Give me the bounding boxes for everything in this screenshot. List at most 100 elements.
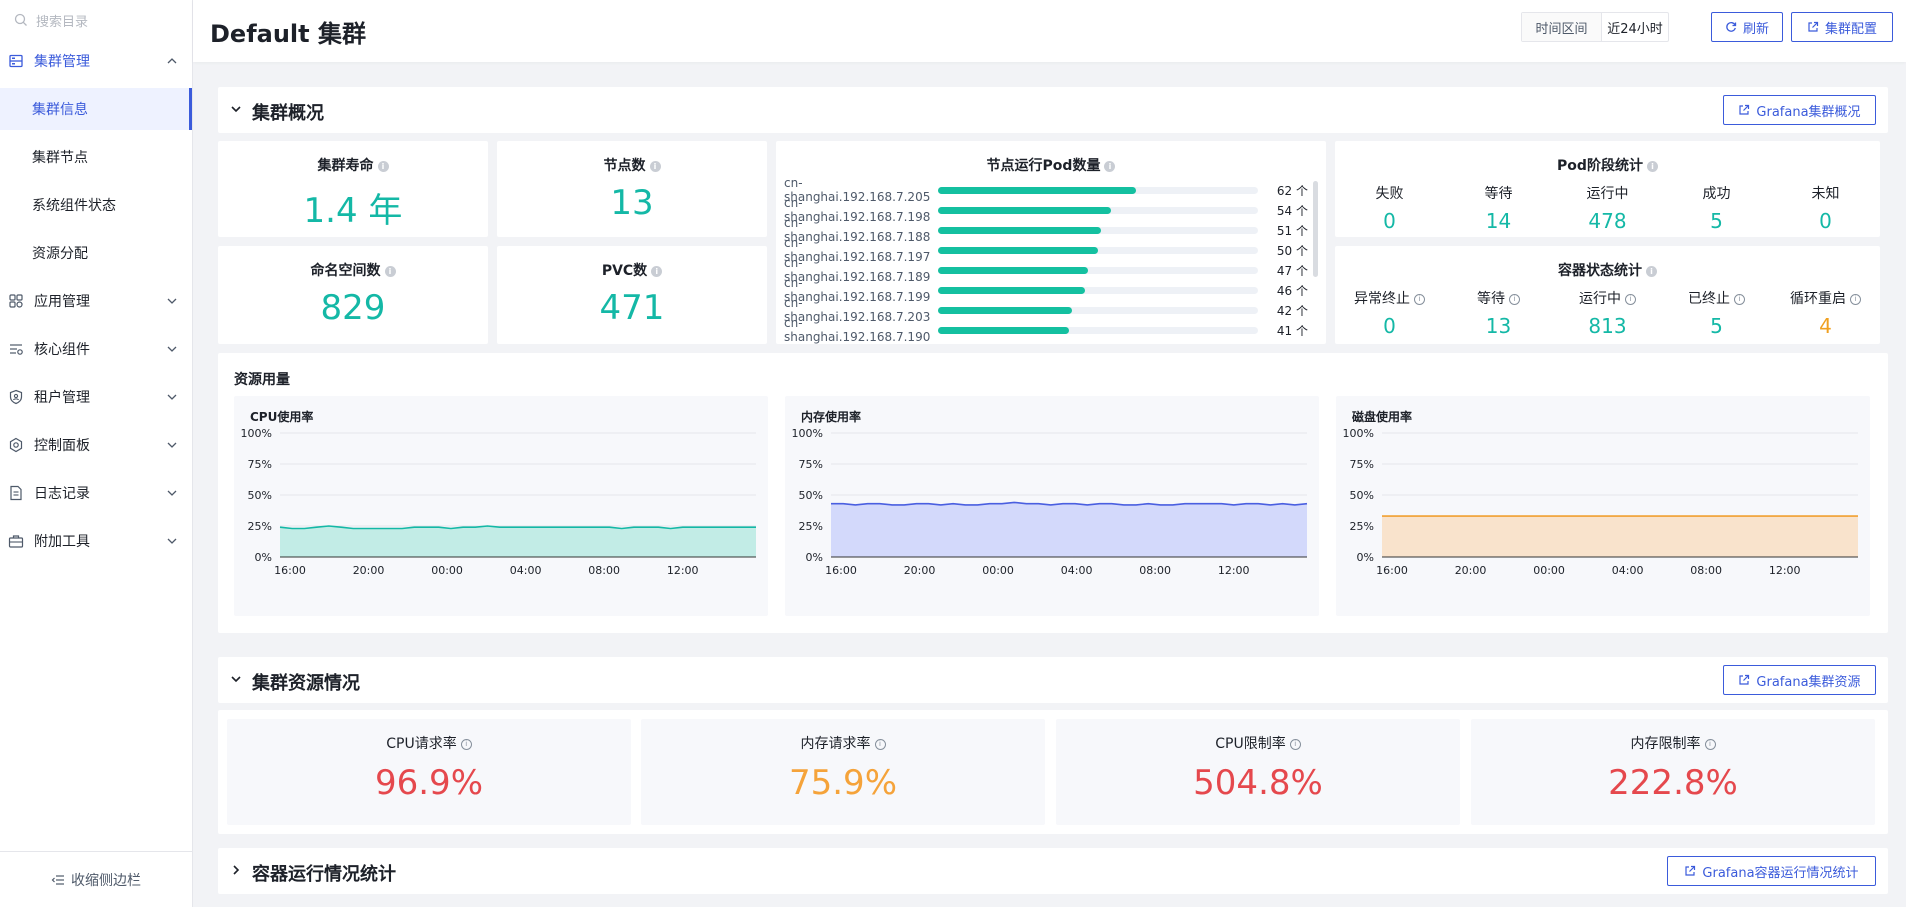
kpi-label: 命名空间数 [310, 263, 381, 279]
kpi-value: 471 [599, 288, 665, 328]
nav-group-control-panel[interactable]: 控制面板 [0, 424, 192, 466]
section-title: 集群资源情况 [252, 673, 360, 694]
time-range-value[interactable]: 近24小时 [1607, 21, 1663, 37]
rate-value: 504.8% [1193, 763, 1323, 803]
server-icon [8, 53, 24, 69]
stat-label: 未知 [1811, 186, 1840, 202]
container-state-stats: 异常终止 i 0 等待 i 13 运行中 i 813 已终止 i 5 循环重启 i 4 [1335, 288, 1880, 338]
pod-count-bar [938, 186, 1258, 194]
stat-value: 5 [1710, 209, 1723, 233]
info-icon[interactable]: i [874, 738, 886, 750]
stat-label: 循环重启 [1790, 291, 1846, 307]
sidebar-item-system-components[interactable]: 系统组件状态 [32, 198, 116, 214]
area-fill [831, 502, 1307, 557]
info-icon[interactable]: i [1704, 738, 1716, 750]
nav-group-tools[interactable]: 附加工具 [0, 520, 192, 562]
rate-label: 内存请求率 [800, 736, 871, 752]
section-title: 容器运行情况统计 [252, 864, 396, 885]
sidebar-item-resource-allocation[interactable]: 资源分配 [32, 246, 88, 262]
overview-section-header[interactable]: 集群概况 Grafana集群概况 [218, 87, 1888, 133]
info-icon[interactable]: i [1646, 160, 1658, 172]
chevron-right-icon [233, 865, 240, 875]
pod-count: 54 个 [1276, 203, 1308, 218]
info-icon[interactable]: i [1509, 293, 1520, 305]
nav-group-apps[interactable]: 应用管理 [0, 280, 192, 322]
y-tick-label: 75% [248, 458, 272, 471]
x-tick-label: 16:00 [274, 564, 306, 577]
pod-count-bar [938, 206, 1258, 214]
search-placeholder: 搜索目录 [36, 14, 89, 30]
pod-count-row: cn-shanghai.192.168.7.198 54 个 [784, 196, 1308, 224]
stat-crashloop: 循环重启 i 4 [1771, 288, 1880, 338]
info-icon[interactable]: i [1414, 293, 1425, 305]
pod-count-row: cn-shanghai.192.168.7.188 51 个 [784, 216, 1308, 244]
nav-group-tenants[interactable]: 租户管理 [0, 376, 192, 418]
nav-group-core[interactable]: 核心组件 [0, 328, 192, 370]
info-icon[interactable]: i [1289, 738, 1301, 750]
x-tick-label: 04:00 [1612, 564, 1644, 577]
y-tick-label: 0% [1357, 551, 1374, 564]
stat-terminated: 已终止 i 5 [1662, 288, 1771, 338]
info-icon[interactable]: i [1104, 160, 1116, 172]
pod-count: 46 个 [1276, 283, 1308, 298]
info-icon[interactable]: i [1646, 265, 1657, 277]
pod-count-bar [938, 266, 1258, 274]
y-tick-label: 50% [799, 489, 823, 502]
stat-succeeded: 成功 5 [1662, 183, 1771, 233]
collapse-sidebar-button[interactable]: 收缩侧边栏 [0, 851, 192, 907]
resources-section-header[interactable]: 集群资源情况 Grafana集群资源 [218, 657, 1888, 703]
chevron-down-icon [167, 538, 177, 544]
y-tick-label: 25% [799, 520, 823, 533]
info-icon[interactable]: i [1625, 293, 1636, 305]
sidebar-item-cluster-info[interactable]: 集群信息 [0, 88, 192, 130]
pod-count-bar-fill [938, 306, 1073, 314]
pod-count-row: cn-shanghai.192.168.7.203 42 个 [784, 296, 1308, 324]
sidebar: 搜索目录 集群管理 集群信息 集群节点 系统组件状态 资源分配 应用管理 核心组… [0, 0, 193, 907]
info-icon[interactable]: i [651, 265, 663, 277]
scrollbar[interactable] [1313, 181, 1318, 277]
section-title: 集群概况 [252, 103, 324, 124]
grafana-containers-button[interactable]: Grafana容器运行情况统计 [1667, 856, 1876, 886]
toolbox-icon [8, 533, 24, 549]
info-icon[interactable]: i [1850, 293, 1861, 305]
info-icon[interactable]: i [384, 265, 396, 277]
memory-usage-chart: 0% 25% 50% 75% 100% 16:00 20:00 00:00 04:00 08:00… [785, 396, 1319, 616]
stat-label: 失败 [1375, 186, 1404, 202]
info-icon[interactable]: i [649, 160, 661, 172]
area-fill [1382, 516, 1858, 557]
time-range-picker[interactable]: 时间区间 近24小时 [1521, 12, 1669, 42]
y-tick-label: 0% [806, 551, 823, 564]
stat-value: 14 [1485, 209, 1512, 233]
cluster-config-button[interactable]: 集群配置 [1791, 12, 1893, 42]
refresh-button[interactable]: 刷新 [1711, 12, 1783, 42]
grafana-resources-button[interactable]: Grafana集群资源 [1723, 665, 1876, 695]
stat-waiting: 等待 i 13 [1444, 288, 1553, 338]
x-tick-label: 12:00 [667, 564, 699, 577]
pod-count-row: cn-shanghai.192.168.7.199 46 个 [784, 276, 1308, 304]
chart-title: 内存使用率 [801, 410, 862, 424]
sidebar-item-cluster-nodes[interactable]: 集群节点 [32, 150, 88, 166]
external-link-icon [1739, 674, 1750, 685]
info-icon[interactable]: i [377, 160, 389, 172]
pod-count-row: cn-shanghai.192.168.7.190 41 个 [784, 316, 1308, 344]
rate-value: 96.9% [374, 763, 483, 803]
stat-value: 5 [1710, 314, 1723, 338]
x-tick-label: 20:00 [904, 564, 936, 577]
y-tick-label: 50% [1350, 489, 1374, 502]
chevron-down-icon [167, 298, 177, 304]
external-link-icon [1808, 21, 1819, 32]
node-name: cn-shanghai.192.168.7.199 [784, 276, 931, 304]
containers-section-header[interactable]: 容器运行情况统计 Grafana容器运行情况统计 [218, 848, 1888, 894]
nav-group-cluster[interactable]: 集群管理 [0, 40, 192, 82]
stat-value: 4 [1819, 314, 1832, 338]
x-tick-label: 04:00 [1061, 564, 1093, 577]
info-icon[interactable]: i [460, 738, 472, 750]
pod-count-bar-fill [938, 206, 1111, 214]
search-input[interactable]: 搜索目录 [0, 0, 192, 40]
grafana-overview-button[interactable]: Grafana集群概况 [1723, 95, 1876, 125]
info-icon[interactable]: i [1734, 293, 1745, 305]
nav-group-logs[interactable]: 日志记录 [0, 472, 192, 514]
node-name: cn-shanghai.192.168.7.198 [784, 196, 931, 224]
kpi-namespace-count: 命名空间数 i 829 [218, 246, 488, 344]
y-tick-label: 25% [248, 520, 272, 533]
